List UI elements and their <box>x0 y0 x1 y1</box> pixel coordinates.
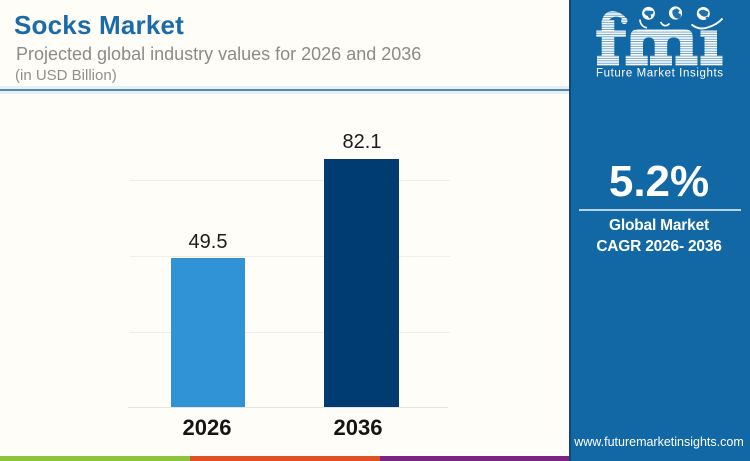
svg-text:Future Market Insights: Future Market Insights <box>596 68 724 80</box>
